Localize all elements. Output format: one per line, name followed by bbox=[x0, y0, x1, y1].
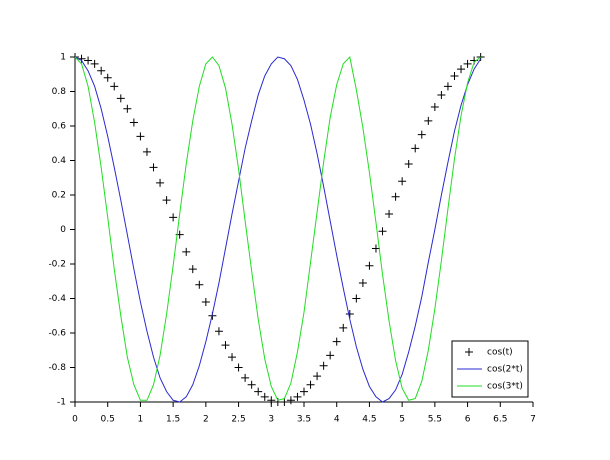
marker bbox=[182, 247, 191, 256]
marker bbox=[293, 392, 302, 401]
x-tick-label: 5 bbox=[399, 415, 405, 425]
marker bbox=[142, 147, 151, 156]
x-tick-label: 5.5 bbox=[428, 415, 442, 425]
marker bbox=[430, 103, 439, 112]
marker bbox=[313, 372, 322, 381]
marker bbox=[457, 65, 466, 74]
marker bbox=[463, 59, 472, 68]
x-tick-label: 1 bbox=[138, 415, 144, 425]
legend-label: cos(3*t) bbox=[487, 382, 523, 392]
marker bbox=[358, 278, 367, 287]
marker bbox=[201, 297, 210, 306]
marker bbox=[254, 387, 263, 396]
legend-label: cos(t) bbox=[487, 348, 513, 358]
marker bbox=[398, 177, 407, 186]
marker bbox=[110, 82, 119, 91]
marker bbox=[286, 396, 295, 405]
y-tick-label: 1 bbox=[60, 53, 66, 63]
marker bbox=[385, 209, 394, 218]
marker bbox=[300, 387, 308, 396]
y-tick-label: 0.2 bbox=[52, 191, 66, 201]
y-tick-label: 0.6 bbox=[52, 122, 67, 132]
x-tick-label: 7 bbox=[530, 415, 536, 425]
marker bbox=[188, 265, 197, 274]
marker bbox=[391, 192, 400, 201]
marker bbox=[411, 144, 420, 153]
marker bbox=[437, 90, 446, 99]
marker bbox=[345, 310, 354, 319]
marker bbox=[443, 82, 452, 91]
y-tick-label: -0.4 bbox=[48, 294, 66, 304]
marker bbox=[156, 178, 165, 187]
legend-marker bbox=[465, 348, 473, 356]
marker bbox=[221, 341, 230, 350]
marker bbox=[332, 337, 341, 346]
marker bbox=[116, 94, 125, 103]
marker bbox=[319, 361, 328, 370]
legend-label: cos(2*t) bbox=[487, 365, 523, 375]
marker bbox=[84, 56, 93, 65]
y-tick-label: -1 bbox=[57, 398, 66, 408]
x-tick-label: 0.5 bbox=[101, 415, 115, 425]
marker bbox=[195, 280, 204, 289]
y-tick-label: 0.8 bbox=[52, 87, 67, 97]
series-line bbox=[74, 55, 481, 401]
y-tick-label: -0.8 bbox=[48, 363, 66, 373]
marker bbox=[339, 323, 348, 332]
x-tick-label: 6.5 bbox=[493, 415, 507, 425]
marker bbox=[280, 398, 289, 406]
y-tick-label: -0.2 bbox=[48, 260, 66, 270]
marker bbox=[417, 130, 426, 139]
marker bbox=[228, 353, 237, 362]
marker bbox=[260, 392, 269, 401]
x-tick-label: 4.5 bbox=[362, 415, 376, 425]
marker bbox=[326, 351, 335, 360]
marker bbox=[247, 380, 256, 389]
marker bbox=[352, 294, 361, 303]
x-tick-label: 2.5 bbox=[231, 415, 245, 425]
x-tick-label: 3.5 bbox=[297, 415, 311, 425]
marker bbox=[97, 66, 106, 75]
marker bbox=[162, 196, 171, 205]
marker bbox=[450, 71, 459, 80]
marker bbox=[149, 163, 158, 172]
marker bbox=[267, 396, 276, 405]
marker bbox=[129, 118, 138, 127]
marker bbox=[123, 104, 132, 113]
x-tick-label: 6 bbox=[465, 415, 471, 425]
y-tick-label: 0 bbox=[60, 225, 66, 235]
marker bbox=[234, 363, 243, 372]
x-tick-label: 0 bbox=[72, 415, 78, 425]
x-tick-label: 1.5 bbox=[166, 415, 180, 425]
x-tick-label: 4 bbox=[334, 415, 340, 425]
y-tick-label: 0.4 bbox=[52, 156, 67, 166]
marker bbox=[136, 132, 145, 141]
x-tick-label: 3 bbox=[268, 415, 274, 425]
marker bbox=[404, 159, 413, 168]
marker bbox=[90, 59, 99, 68]
marker bbox=[241, 373, 250, 382]
x-tick-label: 2 bbox=[203, 415, 209, 425]
y-tick-label: -0.6 bbox=[48, 329, 66, 339]
series-line bbox=[74, 56, 482, 403]
marker bbox=[378, 227, 387, 236]
marker bbox=[214, 327, 223, 336]
marker bbox=[306, 380, 315, 389]
marker bbox=[365, 261, 374, 270]
marker bbox=[371, 244, 380, 253]
marker bbox=[424, 116, 433, 125]
marker bbox=[103, 73, 112, 82]
marker bbox=[169, 213, 178, 222]
